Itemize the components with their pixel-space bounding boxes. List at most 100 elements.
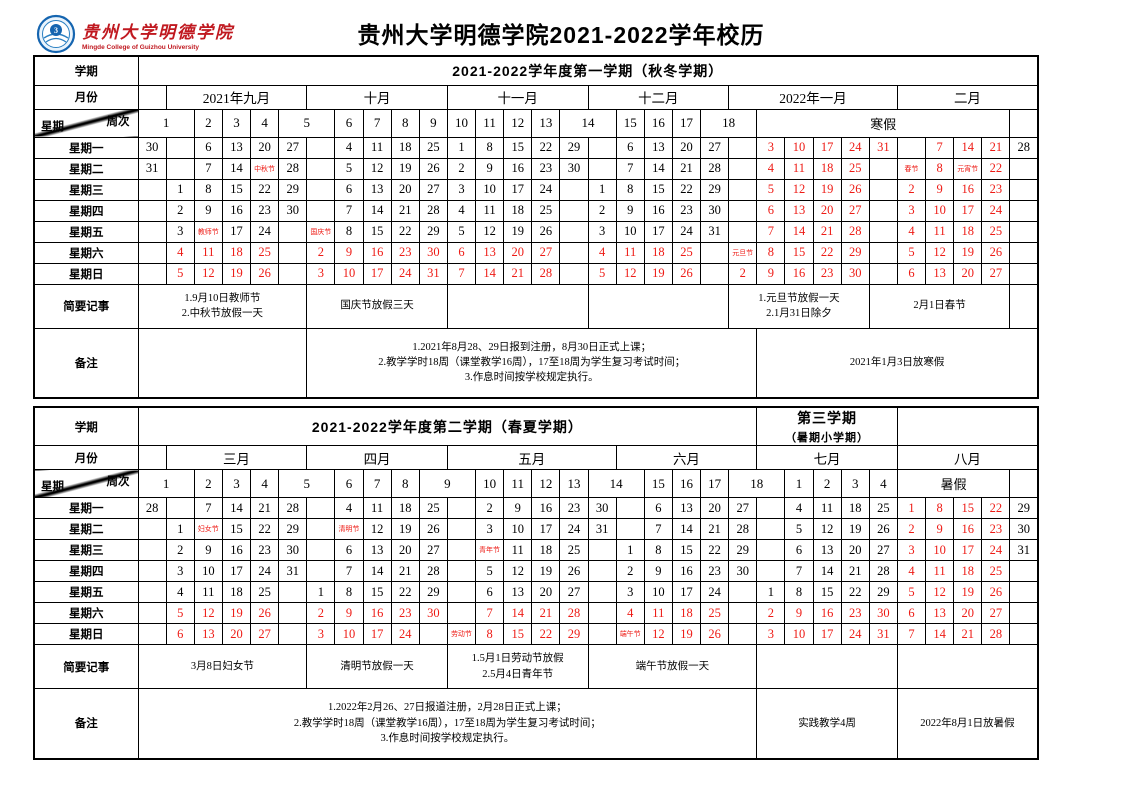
date-cell: 24 — [981, 199, 1011, 222]
date-cell: 30 — [587, 497, 617, 519]
date-cell: 18 — [390, 136, 420, 159]
date-cell: 9 — [503, 497, 533, 519]
date-cell: 12 — [812, 518, 842, 540]
date-cell: 23 — [981, 178, 1011, 201]
date-cell: 9 — [924, 518, 955, 540]
date-cell — [868, 262, 898, 285]
date-cell: 22 — [812, 241, 842, 264]
date-cell: 7 — [896, 623, 927, 645]
date-cell: 20 — [390, 539, 420, 561]
day-label: 星期六 — [33, 602, 139, 624]
date-cell — [137, 178, 167, 201]
date-cell: 8 — [334, 220, 364, 243]
notes-cell: 清明节放假一天 — [306, 644, 448, 689]
date-cell: 19 — [390, 518, 420, 540]
date-cell: 妇女节 — [193, 518, 223, 540]
date-cell — [137, 241, 167, 264]
week-number-cell: 3 — [221, 108, 252, 138]
date-cell: 19 — [643, 262, 673, 285]
week-number-cell: 暑假 — [896, 469, 1011, 498]
date-cell: 28 — [1009, 136, 1039, 159]
date-cell: 16 — [503, 157, 533, 180]
date-cell: 22 — [390, 581, 420, 603]
date-cell: 24 — [699, 581, 730, 603]
date-cell: 7 — [643, 518, 673, 540]
date-cell: 5 — [784, 518, 814, 540]
date-cell — [615, 518, 645, 540]
date-cell: 2 — [756, 602, 786, 624]
date-cell: 23 — [671, 199, 702, 222]
date-cell: 23 — [390, 602, 420, 624]
date-cell: 2 — [896, 518, 927, 540]
page-header: 3 贵州大学明德学院 Mingde College of Guizhou Uni… — [0, 10, 1122, 56]
date-cell: 清明节 — [334, 518, 364, 540]
month-cell: 六月 — [615, 445, 758, 470]
date-cell: 21 — [390, 560, 420, 582]
date-cell: 7 — [193, 497, 223, 519]
date-cell: 24 — [249, 560, 280, 582]
date-cell: 9 — [334, 241, 364, 264]
date-cell: 24 — [531, 178, 561, 201]
date-cell: 8 — [334, 581, 364, 603]
date-cell: 11 — [503, 539, 533, 561]
date-cell: 8 — [784, 581, 814, 603]
date-cell: 20 — [699, 497, 730, 519]
remarks-cell: 2021年1月3日放寒假 — [756, 327, 1039, 399]
date-cell: 14 — [643, 157, 673, 180]
week-number-cell: 3 — [840, 469, 870, 498]
date-cell — [1009, 560, 1039, 582]
date-cell: 29 — [418, 220, 448, 243]
date-cell: 17 — [362, 623, 392, 645]
date-cell — [728, 220, 758, 243]
week-number-cell: 7 — [362, 108, 392, 138]
date-cell: 19 — [671, 623, 702, 645]
date-cell: 17 — [953, 539, 983, 561]
week-number-cell: 11 — [474, 108, 505, 138]
date-cell — [446, 539, 477, 561]
date-cell: 1 — [165, 178, 195, 201]
date-cell: 12 — [784, 178, 814, 201]
date-cell: 3 — [306, 623, 336, 645]
date-cell: 26 — [531, 220, 561, 243]
date-cell: 25 — [699, 602, 730, 624]
date-cell: 18 — [840, 497, 870, 519]
date-cell: 10 — [784, 623, 814, 645]
date-cell: 22 — [671, 178, 702, 201]
date-cell: 27 — [418, 539, 448, 561]
date-cell: 11 — [812, 497, 842, 519]
date-cell — [868, 199, 898, 222]
date-cell: 21 — [840, 560, 870, 582]
day-label: 星期四 — [33, 560, 139, 582]
date-cell: 22 — [981, 157, 1011, 180]
date-cell: 24 — [559, 518, 589, 540]
date-cell: 10 — [474, 178, 505, 201]
day-label: 星期一 — [33, 497, 139, 519]
date-cell — [1009, 178, 1039, 201]
date-cell: 23 — [249, 539, 280, 561]
date-cell: 中秋节 — [249, 157, 280, 180]
date-cell — [306, 178, 336, 201]
date-cell: 27 — [559, 581, 589, 603]
date-cell: 3 — [756, 136, 786, 159]
remarks-label: 备注 — [33, 327, 139, 399]
week-number-cell — [1009, 108, 1039, 138]
date-cell: 2 — [165, 199, 195, 222]
date-cell: 4 — [756, 157, 786, 180]
notes-cell: 1.9月10日教师节 2.中秋节放假一天 — [137, 283, 308, 329]
date-cell: 25 — [981, 220, 1011, 243]
date-cell — [728, 623, 758, 645]
date-cell: 1 — [587, 178, 617, 201]
date-cell — [728, 199, 758, 222]
date-cell: 12 — [924, 581, 955, 603]
date-cell — [306, 560, 336, 582]
month-cell: 二月 — [896, 84, 1039, 110]
date-cell: 4 — [446, 199, 477, 222]
date-cell: 10 — [643, 581, 673, 603]
date-cell: 15 — [671, 539, 702, 561]
date-cell: 16 — [953, 518, 983, 540]
date-cell: 19 — [221, 262, 252, 285]
date-cell: 25 — [249, 241, 280, 264]
date-cell — [756, 539, 786, 561]
date-cell: 6 — [446, 241, 477, 264]
week-number-cell: 18 — [728, 469, 786, 498]
